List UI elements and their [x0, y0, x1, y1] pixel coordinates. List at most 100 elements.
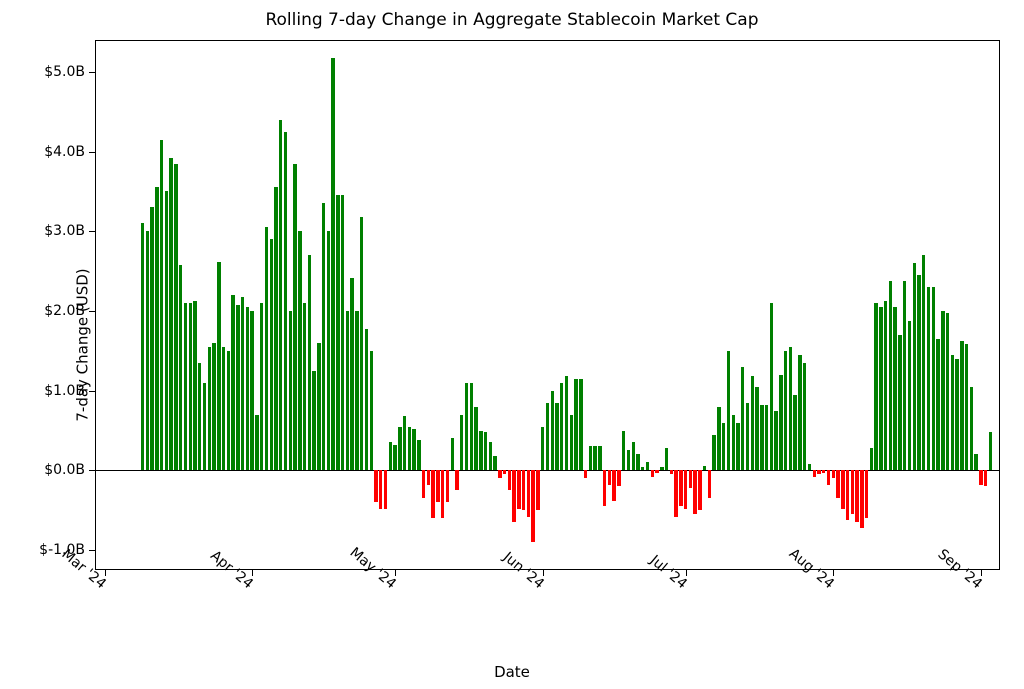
bar-positive [632, 442, 635, 470]
bar-positive [198, 363, 201, 471]
bar-positive [265, 227, 268, 470]
bar-positive [870, 448, 873, 470]
bar-positive [784, 351, 787, 471]
x-axis-label: Date [0, 663, 1024, 681]
bar-positive [398, 427, 401, 471]
bar-positive [179, 265, 182, 471]
bar-positive [927, 287, 930, 470]
bar-positive [589, 446, 592, 470]
bar-negative [522, 470, 525, 510]
bar-positive [189, 303, 192, 470]
bar-positive [160, 140, 163, 471]
bar-positive [241, 297, 244, 471]
bar-positive [970, 387, 973, 471]
bar-negative [603, 470, 606, 506]
plot-area [95, 40, 1000, 570]
bar-positive [274, 187, 277, 470]
bar-positive [174, 164, 177, 471]
bar-positive [327, 231, 330, 470]
bar-positive [936, 339, 939, 471]
bar-positive [489, 442, 492, 470]
bar-positive [879, 307, 882, 470]
bar-positive [555, 403, 558, 471]
bar-negative [436, 470, 439, 502]
bar-positive [227, 351, 230, 471]
bar-positive [165, 191, 168, 470]
bar-positive [331, 58, 334, 471]
bar-positive [470, 383, 473, 471]
bar-positive [736, 423, 739, 471]
bar-positive [317, 343, 320, 471]
y-tick [89, 550, 95, 551]
bar-negative [536, 470, 539, 510]
bar-negative [684, 470, 687, 508]
bar-positive [222, 347, 225, 471]
bar-negative [670, 470, 673, 474]
bar-negative [427, 470, 430, 484]
bar-positive [641, 467, 644, 470]
bar-negative [517, 470, 520, 508]
bar-positive [636, 454, 639, 470]
bar-positive [765, 405, 768, 470]
bar-negative [813, 470, 816, 476]
bar-negative [979, 470, 982, 484]
bar-positive [941, 311, 944, 470]
bar-positive [755, 387, 758, 471]
y-tick [89, 391, 95, 392]
bar-negative [446, 470, 449, 502]
y-tick-label: $0.0B [44, 462, 85, 478]
bar-positive [808, 464, 811, 470]
bar-positive [646, 462, 649, 470]
bar-positive [298, 231, 301, 470]
bar-negative [422, 470, 425, 498]
bar-positive [793, 395, 796, 471]
bar-negative [689, 470, 692, 488]
bar-positive [898, 335, 901, 470]
y-tick [89, 72, 95, 73]
bar-negative [693, 470, 696, 514]
bar-positive [727, 351, 730, 471]
x-tick [543, 570, 544, 576]
bar-positive [474, 407, 477, 471]
bar-positive [974, 454, 977, 470]
x-tick [833, 570, 834, 576]
bar-positive [360, 217, 363, 470]
bar-negative [379, 470, 382, 508]
bar-negative [846, 470, 849, 519]
bar-positive [946, 313, 949, 471]
bar-negative [851, 470, 854, 514]
bar-negative [584, 470, 587, 478]
bar-negative [674, 470, 677, 516]
bar-positive [370, 351, 373, 471]
bar-positive [289, 311, 292, 470]
bar-positive [208, 347, 211, 471]
y-tick [89, 152, 95, 153]
bar-positive [541, 427, 544, 471]
bar-positive [760, 405, 763, 470]
bar-positive [141, 223, 144, 470]
x-tick [105, 570, 106, 576]
bar-negative [617, 470, 620, 486]
bar-positive [184, 303, 187, 470]
bar-negative [531, 470, 534, 542]
bar-negative [651, 470, 654, 476]
bar-positive [717, 407, 720, 471]
y-tick [89, 311, 95, 312]
bar-negative [655, 470, 658, 472]
bar-positive [960, 341, 963, 470]
bar-positive [893, 307, 896, 470]
bar-negative [612, 470, 615, 500]
bar-positive [479, 431, 482, 471]
bar-positive [770, 303, 773, 470]
y-tick [89, 470, 95, 471]
bar-positive [965, 344, 968, 470]
y-tick-label: $4.0B [44, 144, 85, 160]
y-tick [89, 231, 95, 232]
bar-positive [660, 467, 663, 470]
bar-positive [393, 445, 396, 471]
bar-positive [598, 446, 601, 470]
bar-positive [365, 329, 368, 471]
bar-negative [855, 470, 858, 522]
bar-negative [865, 470, 868, 518]
bar-positive [751, 376, 754, 470]
